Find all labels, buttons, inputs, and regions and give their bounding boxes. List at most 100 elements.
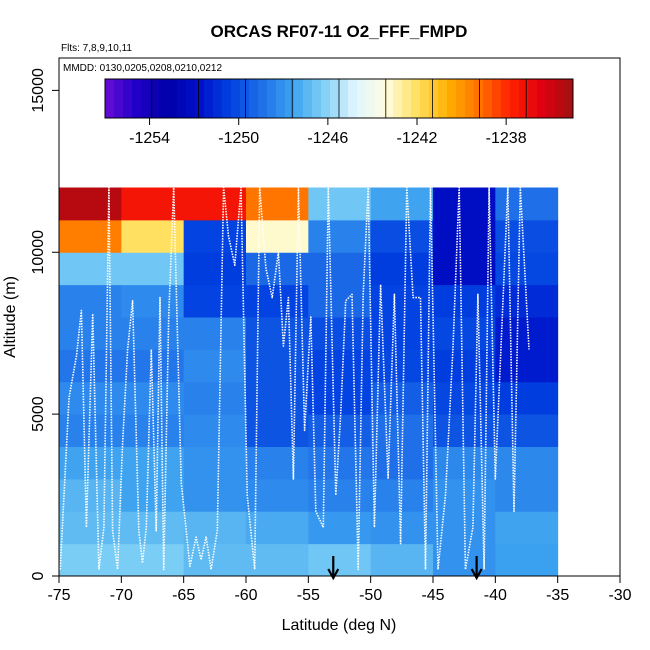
heatmap-cells — [59, 187, 559, 577]
heatmap-cell — [433, 317, 496, 350]
colorbar-swatch — [420, 79, 430, 118]
x-tick-label: -45 — [421, 587, 444, 604]
heatmap-cell — [495, 317, 559, 350]
colorbar-swatch — [483, 79, 493, 118]
heatmap-cell — [121, 543, 185, 577]
heatmap-cell — [121, 219, 185, 253]
heatmap-cell — [183, 414, 247, 447]
heatmap-cell — [121, 446, 185, 480]
heatmap-cell — [121, 414, 185, 447]
colorbar-swatch — [456, 79, 466, 118]
colorbar-swatch — [564, 79, 574, 118]
colorbar-swatch — [105, 79, 115, 118]
colorbar-swatch — [438, 79, 448, 118]
colorbar-swatch — [141, 79, 151, 118]
arrow-marker — [327, 556, 340, 581]
x-tick-label: -40 — [484, 587, 507, 604]
heatmap-cell — [495, 543, 559, 577]
heatmap-cell — [433, 187, 496, 221]
colorbar-swatch — [402, 79, 412, 118]
colorbar-tick-label: -1242 — [397, 130, 438, 147]
colorbar-swatch — [258, 79, 268, 118]
y-tick-label: 10000 — [30, 230, 47, 275]
colorbar-swatch — [294, 79, 304, 118]
colorbar-swatch — [393, 79, 403, 118]
heatmap-cell — [495, 414, 559, 447]
heatmap-cell — [183, 349, 247, 383]
colorbar-swatch — [213, 79, 223, 118]
heatmap-cell — [183, 284, 247, 318]
colorbar-frame — [104, 78, 574, 119]
colorbar-swatch — [348, 79, 358, 118]
heatmap-cell — [308, 478, 372, 512]
colorbar-swatch — [546, 79, 556, 118]
heatmap-cell — [59, 252, 122, 286]
heatmap-cell — [246, 381, 309, 415]
heatmap-cell — [246, 543, 309, 577]
heatmap-cell — [183, 478, 247, 512]
x-axis-label: Latitude (deg N) — [282, 617, 397, 634]
colorbar-swatch — [519, 79, 529, 118]
y-tick-label: 15000 — [30, 68, 47, 113]
heatmap-cell — [121, 187, 185, 221]
heatmap-cell — [121, 478, 185, 512]
colorbar-swatch — [168, 79, 178, 118]
heatmap-cell — [433, 349, 496, 383]
flight-path-line — [59, 186, 530, 571]
x-tick-label: -50 — [359, 587, 382, 604]
colorbar-swatch — [159, 79, 169, 118]
heatmap-cell — [246, 284, 309, 318]
chart-title: ORCAS RF07-11 O2_FFF_FMPD — [211, 22, 468, 41]
heatmap-cell — [308, 349, 372, 383]
colorbar-swatch — [177, 79, 187, 118]
heatmap-cell — [308, 381, 372, 415]
colorbar-tick-label: -1254 — [129, 130, 170, 147]
colorbar-swatch — [312, 79, 322, 118]
flight-path — [59, 186, 530, 571]
colorbar-swatch — [474, 79, 484, 118]
colorbar-tick-label: -1238 — [486, 130, 527, 147]
heatmap-cell — [370, 511, 434, 545]
y-tick-label: 5000 — [30, 396, 47, 432]
colorbar-swatch — [492, 79, 502, 118]
colorbar-swatch — [204, 79, 214, 118]
heatmap-cell — [308, 543, 372, 577]
y-tick-label: 0 — [30, 571, 47, 580]
colorbar-swatch — [429, 79, 439, 118]
colorbar-swatch — [321, 79, 331, 118]
x-tick-label: -55 — [297, 587, 320, 604]
colorbar-swatch — [537, 79, 547, 118]
heatmap-cell — [308, 317, 372, 350]
colorbar-swatch — [123, 79, 133, 118]
colorbar-swatch — [303, 79, 313, 118]
heatmap-cell — [59, 543, 122, 577]
x-axis: -75 -70 -65 -60 -55 -50 -45 -40 -35 -30 — [47, 576, 632, 604]
heatmap-cell — [370, 187, 434, 221]
colorbar-swatch — [114, 79, 124, 118]
heatmap-cell — [433, 252, 496, 286]
x-tick-label: -75 — [47, 587, 70, 604]
flights-note: Flts: 7,8,9,10,11 — [61, 43, 132, 54]
heatmap-cell — [495, 446, 559, 480]
colorbar-swatch — [330, 79, 340, 118]
colorbar-swatch — [132, 79, 142, 118]
heatmap-cell — [370, 349, 434, 383]
x-tick-label: -60 — [234, 587, 257, 604]
heatmap-cell — [121, 317, 185, 350]
heatmap-cell — [183, 187, 247, 221]
colorbar-swatch — [528, 79, 538, 118]
heatmap-cell — [495, 478, 559, 512]
heatmap-cell — [308, 252, 372, 286]
heatmap-cell — [495, 349, 559, 383]
heatmap-cell — [308, 187, 372, 221]
colorbar-swatch — [411, 79, 421, 118]
heatmap-cell — [308, 219, 372, 253]
colorbar-swatch — [366, 79, 376, 118]
heatmap-cell — [495, 381, 559, 415]
heatmap-cell — [59, 219, 122, 253]
heatmap-cell — [183, 381, 247, 415]
heatmap-cell — [246, 511, 309, 545]
heatmap-cell — [370, 543, 434, 577]
heatmap-cell — [246, 317, 309, 350]
